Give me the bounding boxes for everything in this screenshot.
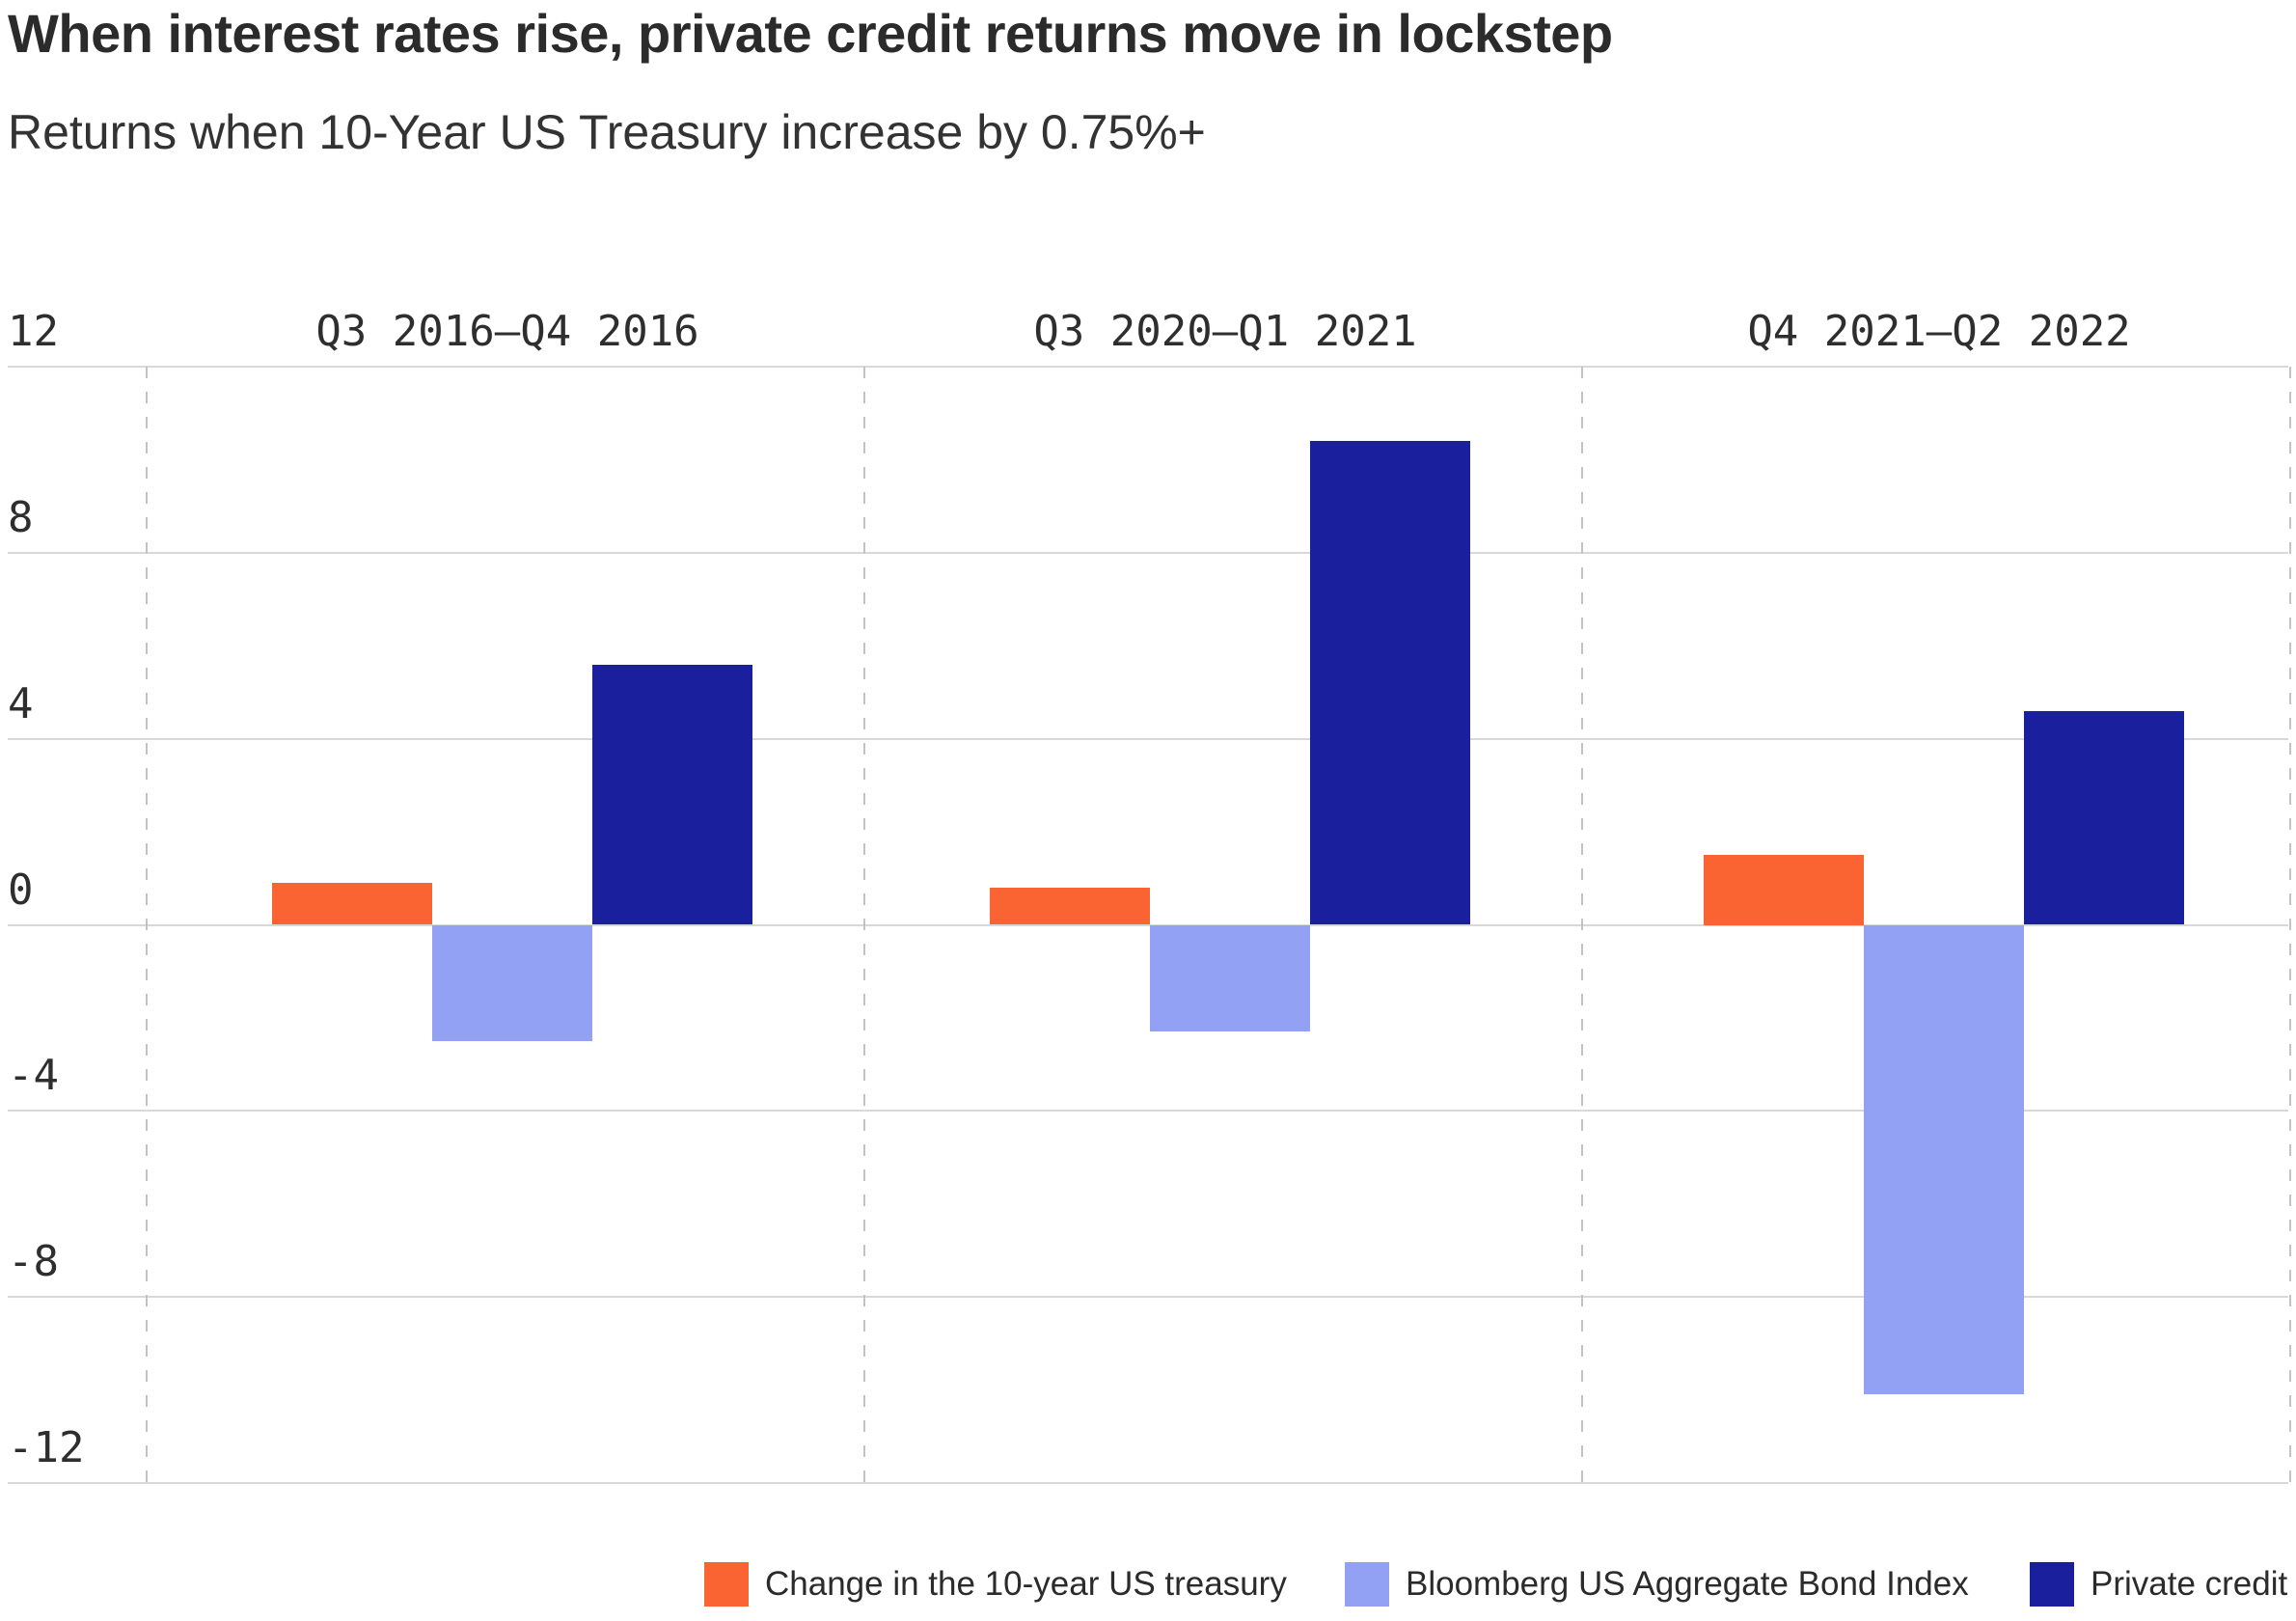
gridline: [8, 551, 2288, 554]
group-separator: [146, 367, 148, 1483]
group-separator: [2289, 367, 2291, 1483]
group-label-2: Q3 2020–Q1 2021: [1033, 307, 1417, 356]
y-tick-label: 12: [8, 307, 59, 356]
bar-series-0-group-1: [990, 887, 1150, 925]
gridline: [8, 1482, 2288, 1484]
bar-series-1-group-0: [432, 924, 592, 1042]
legend-swatch-private-credit: [2030, 1562, 2074, 1607]
legend-label: Bloomberg US Aggregate Bond Index: [1406, 1565, 1969, 1603]
gridline: [8, 923, 2288, 926]
bar-series-0-group-0: [272, 883, 432, 925]
y-tick-label: 8: [8, 492, 34, 542]
group-separator: [863, 367, 865, 1483]
y-tick-label: 4: [8, 678, 34, 728]
gridline: [8, 737, 2288, 740]
group-label-1: Q3 2016–Q4 2016: [315, 307, 699, 356]
y-tick-label: -12: [8, 1423, 85, 1472]
bar-series-1-group-1: [1150, 924, 1310, 1032]
legend-label: Change in the 10-year US treasury: [765, 1565, 1287, 1603]
y-tick-label: -4: [8, 1051, 59, 1101]
gridline: [8, 1110, 2288, 1113]
y-tick-label: -8: [8, 1237, 59, 1287]
page-title: When interest rates rise, private credit…: [8, 3, 1613, 64]
legend-swatch-treasury: [704, 1562, 749, 1607]
gridline: [8, 366, 2288, 368]
page-subtitle: Returns when 10-Year US Treasury increas…: [8, 105, 1206, 159]
group-label-3: Q4 2021–Q2 2022: [1747, 307, 2131, 356]
chart-legend: Change in the 10-year US treasury Bloomb…: [0, 1534, 2296, 1621]
bar-series-2-group-0: [592, 664, 752, 925]
group-separator: [1581, 367, 1583, 1483]
legend-swatch-agg-bond: [1345, 1562, 1389, 1607]
bar-series-0-group-2: [1704, 855, 1864, 925]
y-tick-label: 0: [8, 865, 34, 915]
legend-label: Private credit: [2091, 1565, 2288, 1603]
bar-series-2-group-1: [1310, 441, 1470, 925]
gridline: [8, 1296, 2288, 1299]
bar-series-2-group-2: [2024, 710, 2184, 925]
bar-series-1-group-2: [1864, 924, 2024, 1395]
